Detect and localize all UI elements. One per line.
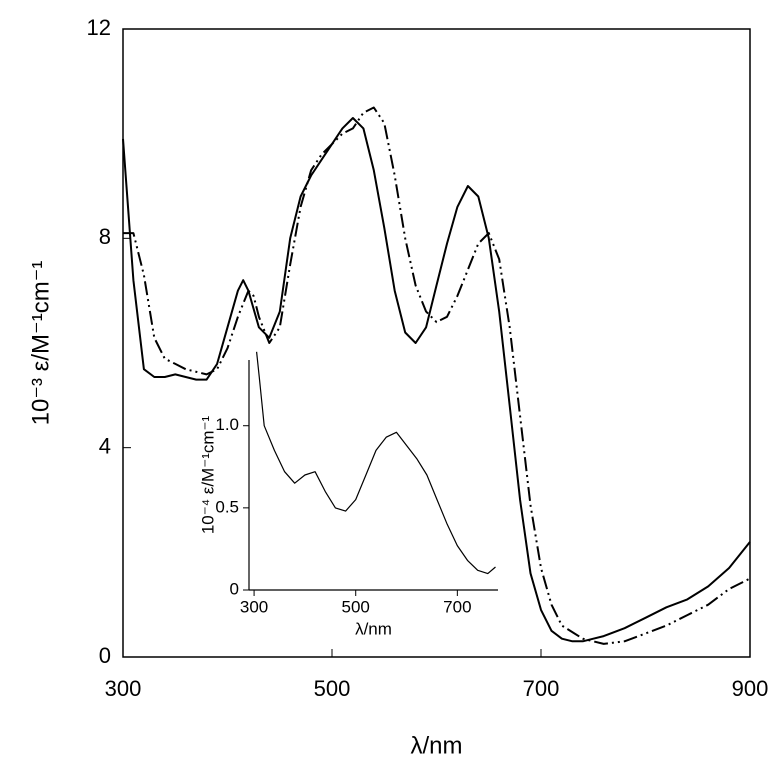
spectrum-line bbox=[256, 351, 496, 575]
x-tick-label: 900 bbox=[732, 676, 769, 701]
y-tick-label: 4 bbox=[99, 433, 111, 458]
x-tick-label: 500 bbox=[342, 597, 370, 616]
plot-frame bbox=[122, 28, 751, 658]
y-tick-label: 0 bbox=[230, 579, 239, 598]
y-tick-label: 1.0 bbox=[215, 415, 239, 434]
x-tick-label: 300 bbox=[240, 597, 268, 616]
x-axis-label: λ/nm bbox=[355, 619, 392, 638]
y-tick-label: 8 bbox=[99, 224, 111, 249]
x-tick-label: 700 bbox=[443, 597, 471, 616]
x-tick-label: 300 bbox=[105, 676, 142, 701]
y-tick-label: 12 bbox=[87, 15, 111, 40]
y-axis-label: 10⁻³ ε/M⁻¹cm⁻¹ bbox=[27, 261, 54, 426]
y-tick-label: 0.5 bbox=[215, 497, 239, 516]
x-tick-label: 700 bbox=[523, 676, 560, 701]
x-tick-label: 500 bbox=[314, 676, 351, 701]
y-axis-label: 10⁻⁴ ε/M⁻¹cm⁻¹ bbox=[198, 416, 217, 535]
x-axis-label: λ/nm bbox=[410, 732, 462, 759]
y-tick-label: 0 bbox=[99, 643, 111, 668]
spectrum-line bbox=[123, 106, 751, 645]
spectrum-line bbox=[122, 117, 751, 643]
